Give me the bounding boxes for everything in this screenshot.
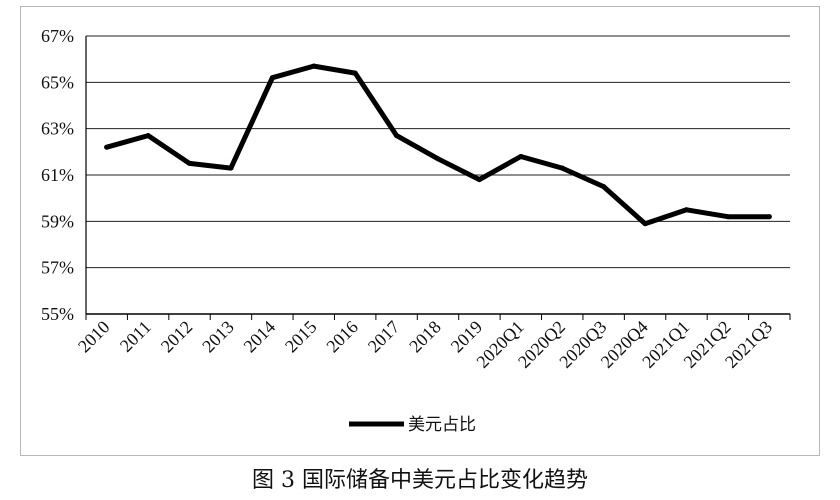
y-tick-label: 61% — [41, 165, 74, 185]
data-point — [228, 165, 234, 171]
data-point — [187, 160, 193, 166]
x-tick-label: 2017 — [364, 317, 404, 357]
x-tick-label: 2013 — [198, 317, 238, 357]
line-chart: 55%57%59%61%63%65%67%2010 2011 2012 2013 201… — [41, 26, 791, 435]
x-tick-label: 2018 — [405, 317, 445, 357]
data-point — [725, 214, 731, 220]
figure-caption: 图 3 国际储备中美元占比变化趋势 — [252, 468, 588, 493]
series-line — [104, 63, 772, 227]
data-point — [518, 153, 524, 159]
data-point — [104, 144, 110, 150]
chart-frame — [20, 6, 820, 456]
y-tick-label: 55% — [41, 304, 74, 324]
x-tick-label: 2012 — [157, 317, 197, 357]
data-point — [766, 214, 772, 220]
x-tick-label: 2011 — [116, 317, 155, 356]
y-tick-label: 65% — [41, 72, 74, 92]
x-tick-label: 2014 — [240, 317, 280, 357]
data-point — [145, 133, 151, 139]
x-tick-label: 2015 — [281, 317, 321, 357]
y-tick-label: 57% — [41, 258, 74, 278]
y-tick-label: 59% — [41, 211, 74, 231]
x-tick-label: 2010 — [74, 317, 114, 357]
data-point — [394, 133, 400, 139]
data-point — [642, 221, 648, 227]
legend-label: 美元占比 — [408, 415, 476, 435]
y-tick-label: 67% — [41, 26, 74, 46]
data-point — [559, 165, 565, 171]
data-point — [435, 156, 441, 162]
data-point — [476, 177, 482, 183]
x-tick-label: 2021Q3 — [721, 317, 776, 372]
data-point — [311, 63, 317, 69]
data-point — [269, 75, 275, 81]
data-point — [352, 70, 358, 76]
data-point — [601, 184, 607, 190]
x-tick-label: 2016 — [322, 317, 362, 357]
data-point — [683, 207, 689, 213]
y-tick-label: 63% — [41, 119, 74, 139]
